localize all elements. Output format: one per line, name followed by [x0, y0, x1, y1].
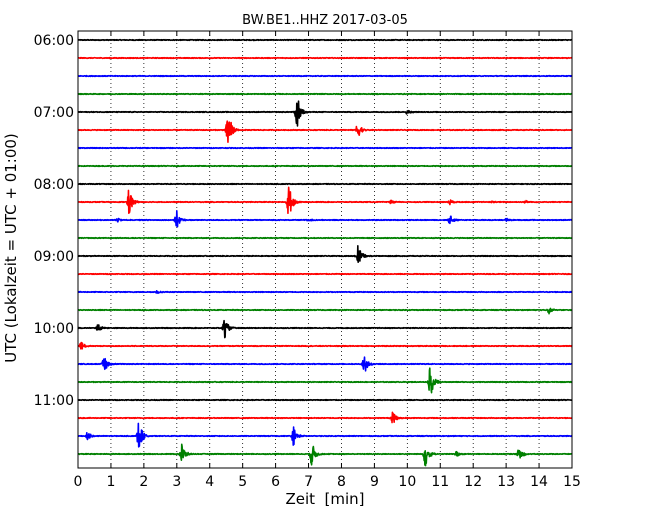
x-tick-label: 14 — [530, 474, 548, 490]
x-tick-label: 7 — [304, 474, 313, 490]
y-axis-label: UTC (Lokalzeit = UTC + 01:00) — [2, 133, 20, 363]
x-tick-label: 5 — [238, 474, 247, 490]
chart-title: BW.BE1..HHZ 2017-03-05 — [242, 13, 408, 28]
x-tick-label: 12 — [464, 474, 482, 490]
trace-line — [77, 411, 573, 424]
x-tick-label: 0 — [74, 474, 83, 490]
trace-series — [77, 38, 573, 467]
trace-line — [77, 236, 573, 240]
trace-line — [77, 146, 573, 150]
trace-line — [77, 209, 573, 228]
x-axis-ticks: 0 1 2 3 4 5 6 7 8 9 10 11 12 13 14 15 — [74, 31, 581, 490]
trace-line — [77, 443, 573, 467]
trace-line — [77, 56, 573, 60]
x-tick-label: 9 — [370, 474, 379, 490]
trace-line — [77, 182, 573, 186]
trace-line — [77, 100, 573, 127]
x-tick-label: 2 — [139, 474, 148, 490]
x-tick-label: 15 — [563, 474, 581, 490]
grid-lines — [110, 31, 540, 468]
y-tick-label: 07:00 — [34, 105, 74, 121]
x-tick-label: 10 — [398, 474, 416, 490]
x-tick-label: 6 — [271, 474, 280, 490]
x-axis-label: Zeit [min] — [285, 490, 364, 508]
y-tick-label: 06:00 — [34, 33, 74, 49]
trace-line — [77, 422, 573, 448]
trace-line — [77, 38, 573, 42]
trace-line — [77, 245, 573, 263]
trace-line — [77, 120, 573, 143]
trace-line — [77, 356, 573, 372]
trace-line — [77, 341, 573, 350]
trace-line — [77, 272, 573, 276]
trace-line — [77, 74, 573, 78]
trace-line — [77, 398, 573, 402]
x-tick-label: 11 — [431, 474, 449, 490]
trace-line — [77, 164, 573, 168]
trace-line — [77, 307, 573, 315]
x-tick-label: 1 — [106, 474, 115, 490]
trace-line — [77, 319, 573, 339]
x-tick-label: 8 — [337, 474, 346, 490]
trace-line — [77, 289, 573, 294]
plot-frame — [77, 30, 573, 469]
y-tick-label: 11:00 — [34, 393, 74, 409]
y-tick-label: 10:00 — [34, 321, 74, 337]
y-axis-ticks: 06:00 07:00 08:00 09:00 10:00 11:00 — [34, 33, 572, 409]
y-tick-label: 08:00 — [34, 177, 74, 193]
x-tick-label: 4 — [205, 474, 214, 490]
x-tick-label: 13 — [497, 474, 515, 490]
trace-line — [77, 92, 573, 96]
trace-line — [77, 186, 573, 215]
x-tick-label: 3 — [172, 474, 181, 490]
trace-line — [77, 367, 573, 394]
y-tick-label: 09:00 — [34, 249, 74, 265]
